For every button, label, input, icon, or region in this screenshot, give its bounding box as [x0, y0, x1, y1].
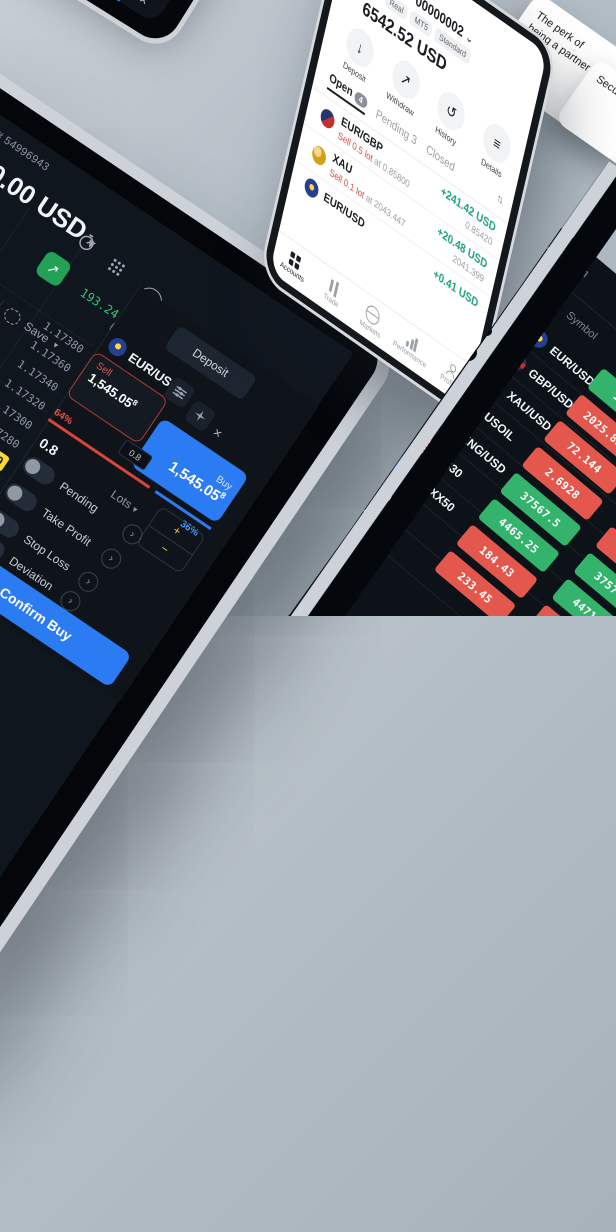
sort-icon[interactable]: ↑↓: [495, 191, 504, 207]
buy-price-button[interactable]: 23: [508, 630, 591, 705]
secure-text: Secure account: [593, 73, 616, 127]
lasso-icon: [1, 305, 24, 327]
close-icon[interactable]: ×: [135, 0, 152, 10]
arrow-up-right-icon: ↗: [44, 258, 63, 279]
gold-icon: [310, 142, 328, 169]
camera-lens-icon: [391, 421, 405, 435]
buy-direction-button[interactable]: ↗: [33, 249, 73, 289]
sliders-icon: [172, 385, 188, 400]
eur-usd-flag-icon: [303, 175, 321, 202]
buy-button[interactable]: Buy 1,545.058: [0, 0, 147, 9]
chevron-down-icon: ⌄: [464, 30, 475, 48]
camera-lens-icon: [406, 399, 428, 421]
symbol-column-header: Symbol: [563, 309, 600, 343]
open-count-badge: 4: [353, 89, 369, 110]
eur-gbp-flag-icon: [319, 105, 337, 132]
stopwatch-icon: [79, 233, 94, 251]
timer-button[interactable]: [72, 230, 100, 259]
sliders-button[interactable]: [163, 375, 197, 410]
trade-candles-icon: [329, 278, 340, 298]
chart-settings-button[interactable]: [183, 399, 217, 433]
tablet-top-left-screen: Buy 1,545.058 × Deposit: [0, 0, 366, 24]
pending-count: 3: [410, 131, 419, 148]
tablet-left: REAL# 54996943 00.00 USD▾ Save ▾ ↗ 193.2…: [0, 0, 389, 1232]
tesla-icon: T: [337, 491, 362, 516]
apps-grid-button[interactable]: [103, 257, 127, 282]
arrow-up-icon: ↗: [602, 682, 616, 715]
grid-dots-icon: [108, 258, 125, 276]
trend-arrows: ↗ ↗ ↗: [602, 630, 616, 715]
sparkle-icon: [195, 411, 206, 421]
